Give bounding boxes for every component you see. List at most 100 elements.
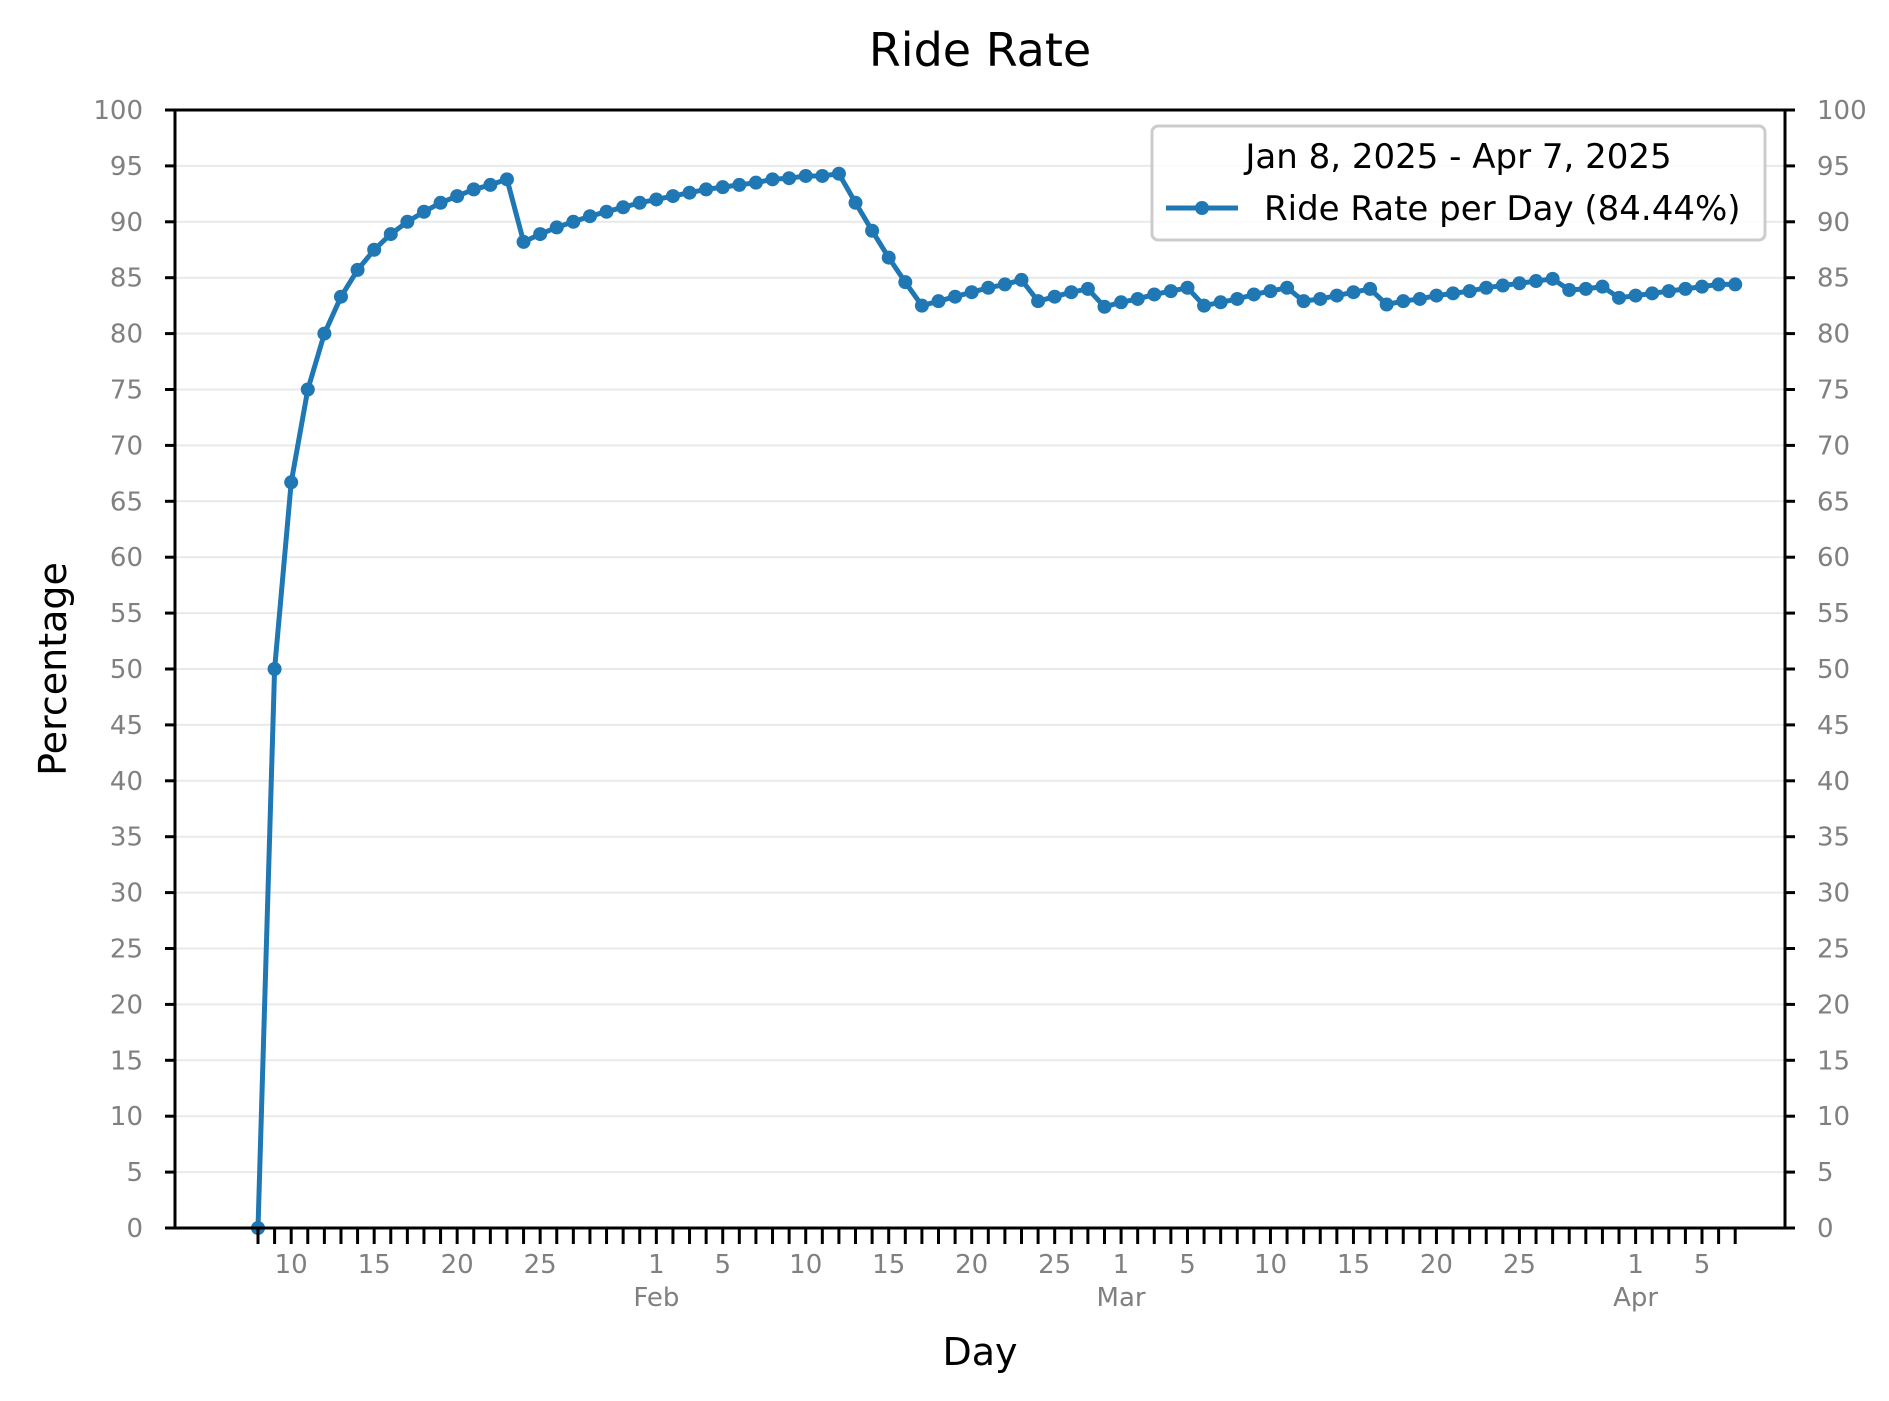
- x-tick-label: 1: [1627, 1250, 1644, 1280]
- y-tick-label-left: 10: [110, 1102, 143, 1132]
- y-tick-label-left: 55: [110, 599, 143, 629]
- data-point: [1329, 288, 1344, 303]
- data-point: [1645, 286, 1660, 301]
- data-point: [1545, 271, 1560, 286]
- series-line: [255, 171, 1736, 1229]
- data-point: [1695, 279, 1710, 294]
- data-point: [383, 227, 398, 242]
- legend-marker-swatch: [1195, 201, 1209, 215]
- y-tick-label-right: 85: [1817, 264, 1850, 294]
- data-point: [1678, 281, 1693, 296]
- data-point: [1479, 280, 1494, 295]
- x-tick-label: 15: [872, 1250, 905, 1280]
- x-tick-label: 10: [275, 1250, 308, 1280]
- series-layer: [250, 166, 1743, 1235]
- x-month-label: Apr: [1613, 1283, 1658, 1313]
- y-tick-label-left: 95: [110, 152, 143, 182]
- x-tick-label: 10: [789, 1250, 822, 1280]
- data-point: [1711, 277, 1726, 292]
- data-point: [1346, 285, 1361, 300]
- data-point: [499, 172, 514, 187]
- data-point: [317, 326, 332, 341]
- y-tick-label-right: 70: [1817, 431, 1850, 461]
- data-point: [1595, 279, 1610, 294]
- data-point: [582, 209, 597, 224]
- data-point: [450, 189, 465, 204]
- data-point: [1728, 277, 1743, 292]
- data-point: [1047, 289, 1062, 304]
- y-tick-label-left: 80: [110, 320, 143, 350]
- data-point: [350, 262, 365, 277]
- legend: Jan 8, 2025 - Apr 7, 2025 Ride Rate per …: [1150, 124, 1767, 242]
- data-point: [1446, 286, 1461, 301]
- legend-title: Jan 8, 2025 - Apr 7, 2025: [1243, 137, 1671, 177]
- legend-box: [1150, 124, 1767, 242]
- data-point: [416, 204, 431, 219]
- y-tick-label-left: 70: [110, 431, 143, 461]
- x-tick-label: 5: [714, 1250, 731, 1280]
- data-point: [267, 662, 282, 676]
- data-point: [533, 227, 548, 242]
- data-point: [881, 250, 896, 265]
- y-tick-label-right: 60: [1817, 543, 1850, 573]
- y-tick-label-left: 25: [110, 935, 143, 965]
- data-point: [782, 171, 797, 186]
- data-point: [831, 166, 846, 181]
- y-tick-label-right: 100: [1817, 96, 1867, 126]
- grid-lines: [175, 164, 1785, 1174]
- x-tick-label: 5: [1694, 1250, 1711, 1280]
- data-point: [1495, 278, 1510, 293]
- data-point: [1014, 272, 1029, 287]
- data-point: [815, 168, 830, 183]
- x-tick-label: 25: [524, 1250, 557, 1280]
- x-tick-label: 15: [358, 1250, 391, 1280]
- y-tick-label-right: 10: [1817, 1102, 1850, 1132]
- data-point: [665, 189, 680, 204]
- y-tick-label-right: 75: [1817, 376, 1850, 406]
- data-point: [1064, 285, 1079, 300]
- data-point: [981, 280, 996, 295]
- y-tick-label-right: 90: [1817, 208, 1850, 238]
- x-tick-label: 15: [1337, 1250, 1370, 1280]
- x-month-label: Feb: [633, 1283, 679, 1313]
- data-point: [1462, 284, 1477, 299]
- data-point: [566, 214, 581, 229]
- chart-title: Ride Rate: [869, 23, 1091, 77]
- data-point: [1230, 291, 1245, 306]
- x-month-label: Mar: [1097, 1283, 1146, 1313]
- x-tick-label: 10: [1254, 1250, 1287, 1280]
- y-tick-label-right: 0: [1817, 1214, 1834, 1244]
- y-tick-label-left: 75: [110, 376, 143, 406]
- data-point: [1578, 281, 1593, 296]
- data-point: [682, 185, 697, 200]
- data-point: [599, 204, 614, 219]
- data-point: [748, 175, 763, 190]
- y-tick-label-left: 15: [110, 1046, 143, 1076]
- data-point: [1396, 294, 1411, 309]
- data-point: [400, 214, 415, 229]
- y-tick-label-right: 25: [1817, 935, 1850, 965]
- x-tick-label: 20: [1420, 1250, 1453, 1280]
- data-point: [1163, 284, 1178, 299]
- data-point: [1197, 298, 1212, 313]
- data-point: [715, 180, 730, 195]
- y-tick-label-left: 90: [110, 208, 143, 238]
- y-tick-label-left: 0: [126, 1214, 143, 1244]
- data-point: [1562, 282, 1577, 297]
- x-tick-label: 5: [1179, 1250, 1196, 1280]
- data-point: [1612, 290, 1627, 305]
- data-point: [914, 298, 929, 313]
- data-point: [732, 177, 747, 192]
- data-point: [1130, 291, 1145, 306]
- x-axis-label: Day: [942, 1330, 1017, 1374]
- data-point: [964, 285, 979, 300]
- data-point: [466, 182, 481, 197]
- data-point: [997, 277, 1012, 292]
- data-point: [1213, 295, 1228, 310]
- data-point: [1263, 284, 1278, 299]
- data-point: [549, 220, 564, 235]
- y-tick-label-right: 20: [1817, 990, 1850, 1020]
